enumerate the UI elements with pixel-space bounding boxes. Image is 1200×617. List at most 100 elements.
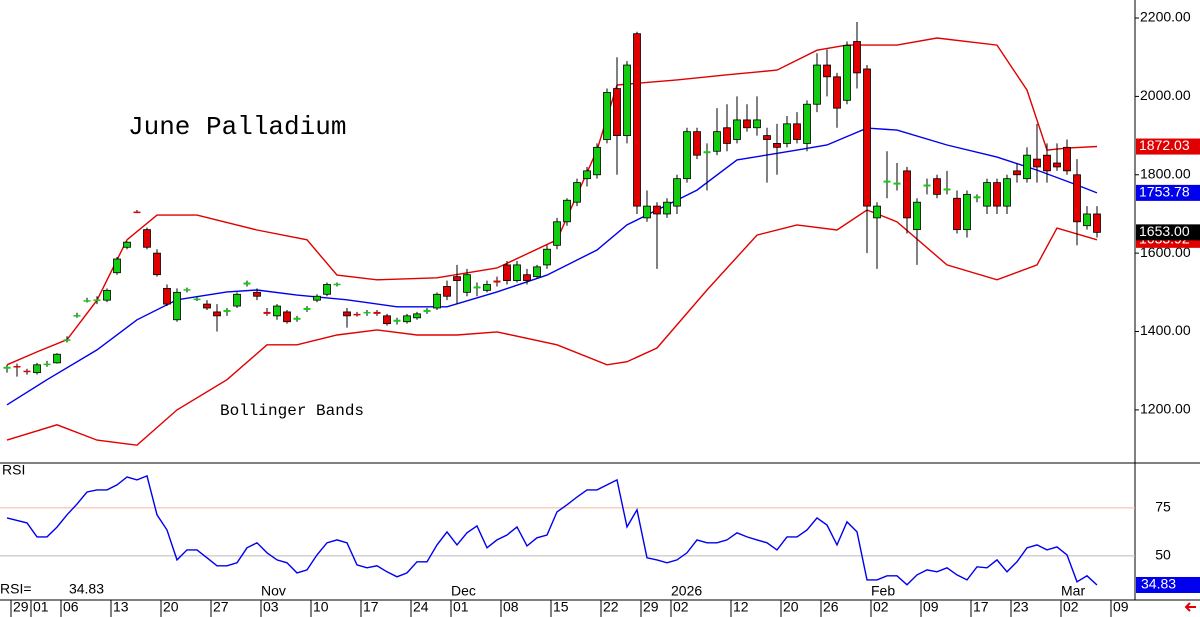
candle-body <box>703 151 711 154</box>
candle-body <box>913 201 921 231</box>
candle-body <box>593 146 601 176</box>
candle-body <box>273 305 281 317</box>
candle-body <box>213 311 221 317</box>
candle-body <box>173 291 181 321</box>
candle-body <box>933 178 941 195</box>
rsi-tag <box>1136 576 1200 593</box>
x-tick-label: 01 <box>33 599 49 615</box>
price-tag <box>1136 224 1200 241</box>
x-tick-label: 10 <box>313 599 329 615</box>
x-tick-label: 15 <box>553 599 569 615</box>
month-label: Dec <box>451 583 476 599</box>
x-tick-label: 27 <box>213 599 229 615</box>
candle-body <box>263 311 271 314</box>
rsi-title: RSI <box>2 462 25 478</box>
x-tick-label: 23 <box>1013 599 1029 615</box>
candle-body <box>733 119 741 140</box>
x-tick-label: 02 <box>1063 599 1079 615</box>
y-tick-label: 1400.00 <box>1140 322 1191 338</box>
candle-body <box>573 182 581 203</box>
middle-band <box>6 127 1098 406</box>
x-tick-label: 29 <box>643 599 659 615</box>
x-tick-label: 12 <box>733 599 749 615</box>
candle-body <box>413 313 421 319</box>
candle-body <box>203 303 211 309</box>
candle-body <box>343 311 351 317</box>
candle-body <box>873 205 881 219</box>
candle-body <box>193 298 201 301</box>
candle-body <box>223 309 231 312</box>
candle-body <box>1023 154 1031 180</box>
x-tick-label: 02 <box>673 599 689 615</box>
candle-body <box>443 286 451 297</box>
scroll-arrow <box>1184 602 1196 612</box>
x-tick-label: 20 <box>783 599 799 615</box>
candle-body <box>1003 178 1011 207</box>
candle-body <box>623 64 631 136</box>
candle-body <box>403 315 411 323</box>
candle-body <box>83 300 91 302</box>
candle-body <box>903 170 911 219</box>
month-label: 2026 <box>671 583 702 599</box>
candle-body <box>143 229 151 248</box>
candle-body <box>1043 154 1051 172</box>
x-tick-label: 22 <box>603 599 619 615</box>
candle-body <box>1073 174 1081 223</box>
candle-body <box>293 317 301 320</box>
candle-body <box>533 266 541 278</box>
candle-body <box>643 205 651 219</box>
x-tick-label: 09 <box>923 599 939 615</box>
x-tick-label: 17 <box>973 599 989 615</box>
candle-body <box>303 308 311 310</box>
price-tag-label: 1872.03 <box>1139 137 1190 153</box>
month-label: Nov <box>261 583 286 599</box>
candle-body <box>713 131 721 152</box>
candle-body <box>1083 213 1091 227</box>
candle-body <box>133 211 141 214</box>
price-tag-label: 1753.78 <box>1139 184 1190 200</box>
candle-body <box>233 293 241 307</box>
candle-body <box>423 309 431 312</box>
candle-body <box>323 284 331 295</box>
candle-body <box>393 319 401 322</box>
candle-body <box>483 284 491 291</box>
lower-band <box>6 209 1098 446</box>
y-tick-label: 2000.00 <box>1140 87 1191 103</box>
annotation: Bollinger Bands <box>220 402 364 420</box>
x-tick-label: 26 <box>823 599 839 615</box>
rsi-readout-label: RSI= <box>0 581 32 597</box>
candle-body <box>663 201 671 215</box>
candle-body <box>353 313 361 316</box>
candle-body <box>923 184 931 187</box>
candle-body <box>603 92 611 140</box>
candle-body <box>1033 158 1041 168</box>
candle-body <box>333 283 341 286</box>
candle-body <box>243 282 251 285</box>
candle-body <box>493 280 501 283</box>
y-tick-label: 1200.00 <box>1140 401 1191 417</box>
candle-body <box>433 293 441 309</box>
candle-body <box>463 274 471 293</box>
month-label: Mar <box>1061 583 1085 599</box>
x-tick-label: 29 <box>13 599 29 615</box>
rsi-tick-label: 50 <box>1155 547 1171 563</box>
rsi-readout-value: 34.83 <box>69 581 104 597</box>
x-tick-label: 09 <box>1113 599 1129 615</box>
candle-body <box>833 76 841 109</box>
candle-body <box>383 315 391 325</box>
candle-body <box>513 264 521 281</box>
candle-body <box>803 103 811 144</box>
x-tick-label: 03 <box>263 599 279 615</box>
candle-body <box>473 286 481 289</box>
candle-body <box>1053 162 1061 168</box>
candle-body <box>813 64 821 105</box>
candle-body <box>283 311 291 323</box>
candle-body <box>553 221 561 246</box>
candle-body <box>693 131 701 156</box>
candle-body <box>453 276 461 281</box>
month-label: Feb <box>871 583 895 599</box>
candle-body <box>583 170 591 180</box>
candle-body <box>253 291 261 297</box>
x-tick-label: 08 <box>503 599 519 615</box>
candle-body <box>153 252 161 276</box>
